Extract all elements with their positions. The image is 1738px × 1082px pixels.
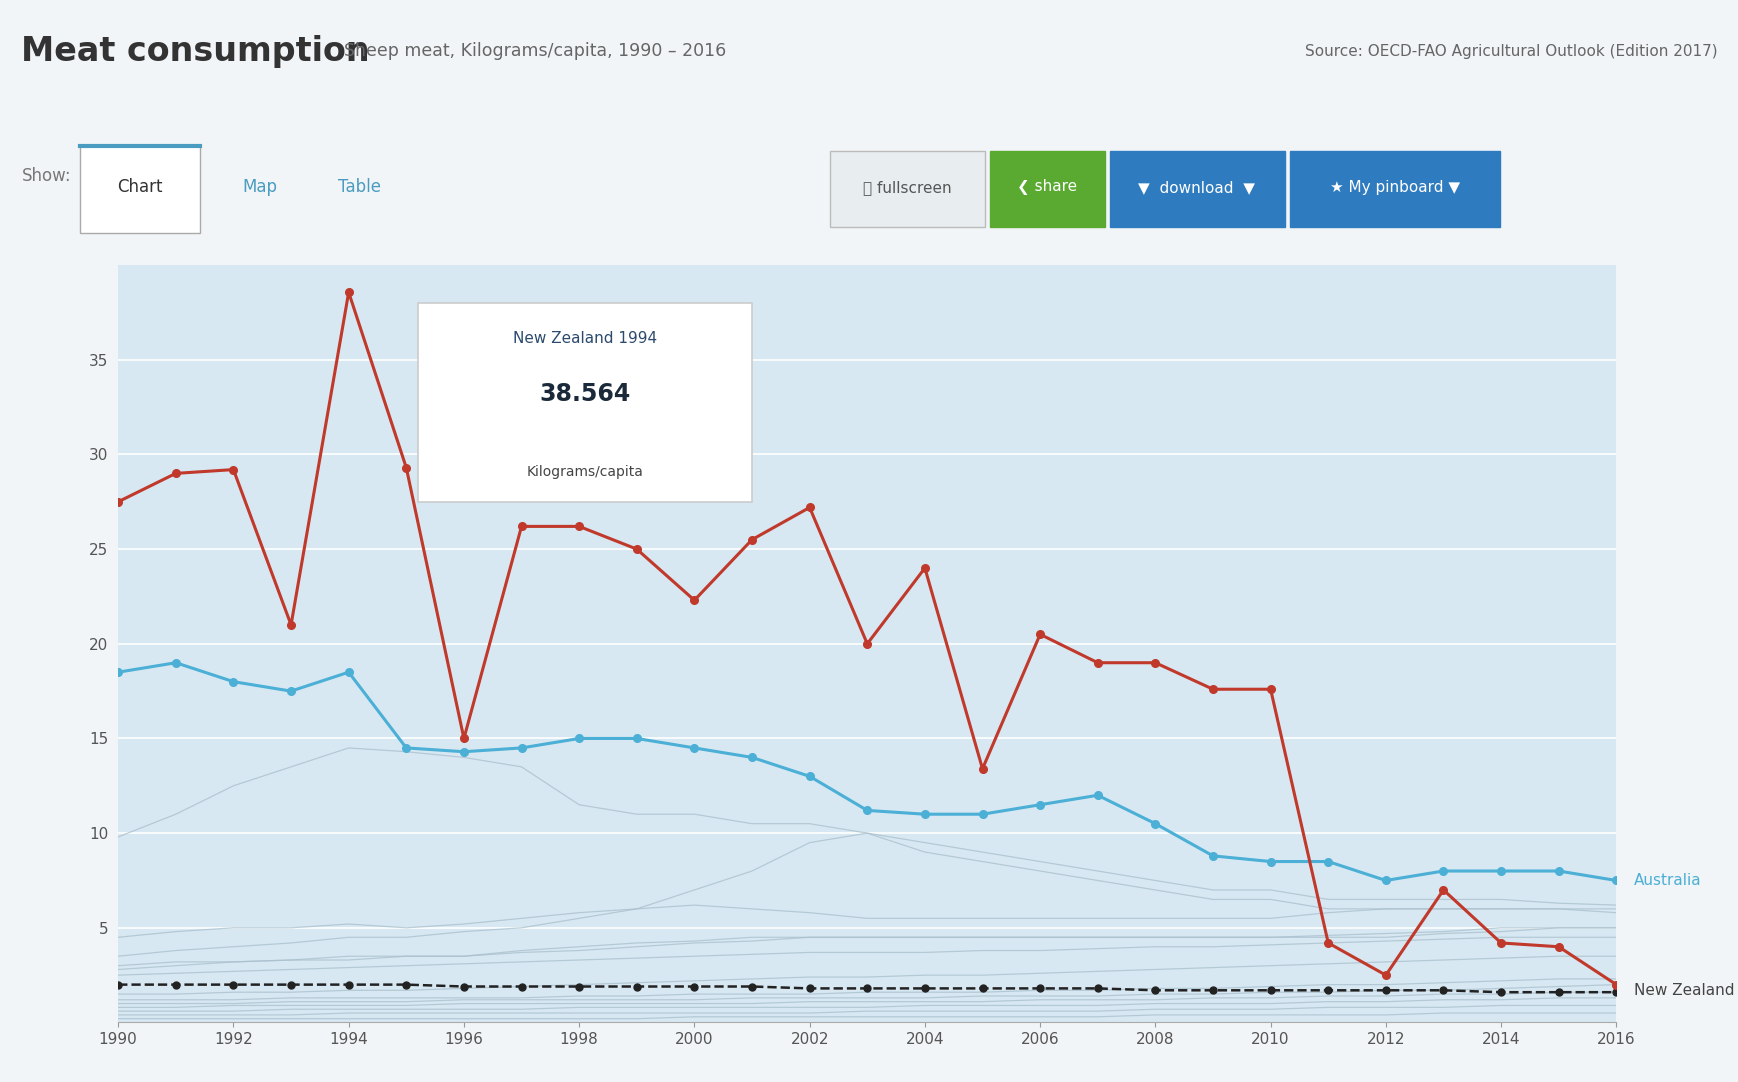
Text: Source: OECD-FAO Agricultural Outlook (Edition 2017): Source: OECD-FAO Agricultural Outlook (E… [1305,44,1717,58]
Bar [1111,151,1284,227]
Text: New Zealand: New Zealand [1634,982,1735,998]
Bar [1290,151,1500,227]
Text: New Zealand 1994: New Zealand 1994 [513,331,657,346]
Text: ⤢ fullscreen: ⤢ fullscreen [862,180,951,195]
Text: Kilograms/capita: Kilograms/capita [527,465,643,479]
Text: Sheep meat, Kilograms/capita, 1990 – 2016: Sheep meat, Kilograms/capita, 1990 – 201… [344,42,726,61]
Bar [991,151,1105,227]
Text: Show:: Show: [23,168,71,185]
Text: Map: Map [243,179,278,196]
Text: ❮ share: ❮ share [1017,180,1078,195]
FancyBboxPatch shape [417,303,753,502]
Bar [80,146,200,233]
Text: Meat consumption: Meat consumption [21,35,370,68]
Text: Table: Table [339,179,382,196]
Text: ★ My pinboard ▼: ★ My pinboard ▼ [1330,180,1460,195]
Text: Chart: Chart [116,179,163,196]
Text: ▼  download  ▼: ▼ download ▼ [1138,180,1255,195]
Text: 38.564: 38.564 [539,383,631,407]
Text: Australia: Australia [1634,873,1702,888]
Bar [831,151,985,227]
